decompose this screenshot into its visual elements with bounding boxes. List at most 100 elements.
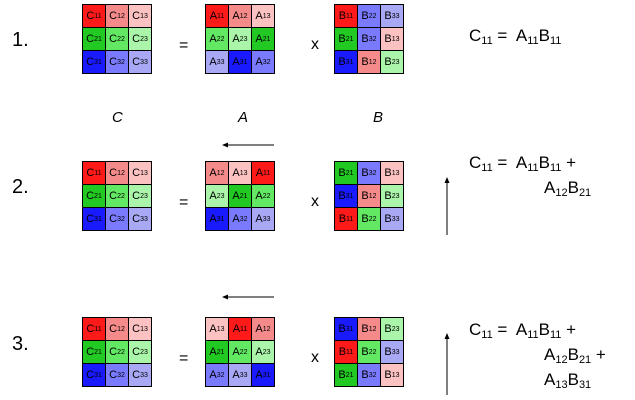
cell-letter: C (86, 322, 95, 335)
matrix-cell: B 13 (381, 28, 403, 50)
cell-index: 11 (94, 12, 102, 20)
cell-letter: B (384, 32, 392, 45)
matrix-a-grid: A 13 A 11 A 12 A 21 A 22 A 23 A 32 A 33 A 31 (205, 317, 275, 387)
cell-index: 21 (262, 35, 271, 43)
equation-a-letter: A (515, 153, 528, 172)
equation-a-letter: A (515, 26, 528, 45)
matrix-cell: B 13 (381, 364, 403, 386)
matrix-cell: A 13 (206, 318, 228, 340)
cell-letter: B (384, 55, 392, 68)
cell-letter: B (384, 345, 392, 358)
cell-index: 13 (239, 169, 248, 177)
cell-index: 12 (368, 192, 377, 200)
equation-equals: = (492, 153, 516, 172)
matrix-cell: A 33 (252, 208, 274, 230)
cell-letter: C (109, 32, 118, 45)
cell-index: 11 (94, 325, 102, 333)
cell-letter: C (109, 9, 118, 22)
cell-letter: C (109, 55, 118, 68)
equation-b-letter: B (567, 370, 579, 389)
cell-letter: B (338, 189, 346, 202)
cell-index: 21 (345, 371, 354, 379)
cell-index: 33 (216, 58, 225, 66)
cell-letter: C (132, 368, 141, 381)
cell-index: 31 (345, 325, 354, 333)
matrix-cell: A 33 (229, 364, 251, 386)
matrix-cell: A 13 (229, 162, 251, 184)
cell-index: 13 (216, 325, 225, 333)
cell-letter: A (255, 189, 263, 202)
cell-index: 12 (368, 325, 377, 333)
cell-index: 21 (345, 169, 354, 177)
cell-index: 33 (391, 215, 400, 223)
cell-index: 13 (391, 371, 400, 379)
multiply-sign: x (311, 349, 319, 366)
cell-index: 23 (140, 35, 148, 43)
cell-letter: B (361, 322, 369, 335)
cell-letter: A (209, 55, 217, 68)
cell-letter: B (384, 368, 392, 381)
cell-letter: C (86, 9, 95, 22)
cell-letter: A (255, 322, 263, 335)
cell-index: 33 (391, 348, 400, 356)
equation-c-letter: C (469, 26, 482, 45)
matrix-cell: B 22 (358, 5, 380, 27)
equals-sign: = (179, 194, 189, 211)
cell-letter: B (384, 212, 392, 225)
matrix-cell: A 32 (252, 51, 274, 73)
equals-sign: = (179, 37, 189, 54)
cell-index: 33 (140, 58, 148, 66)
cell-letter: A (209, 345, 217, 358)
cell-letter: B (361, 32, 369, 45)
matrix-cell: C 21 (83, 28, 105, 50)
cell-index: 31 (94, 215, 102, 223)
cell-index: 12 (262, 325, 271, 333)
equation-line: C11 = A11B11 + (469, 320, 606, 345)
cell-letter: A (209, 32, 217, 45)
cell-index: 11 (217, 12, 225, 20)
cell-letter: B (338, 55, 346, 68)
cell-index: 22 (117, 192, 125, 200)
cell-letter: C (109, 189, 118, 202)
matrix-cell: A 12 (252, 318, 274, 340)
matrix-cell: C 11 (83, 162, 105, 184)
matrix-cell: B 12 (358, 185, 380, 207)
matrix-cell: B 22 (358, 208, 380, 230)
equation-line: A13B31 (469, 370, 606, 395)
matrix-cell: A 12 (206, 162, 228, 184)
cell-letter: B (384, 322, 392, 335)
cell-index: 13 (262, 12, 271, 20)
cell-index: 31 (216, 215, 225, 223)
equation-equals: = (492, 320, 516, 339)
matrix-cell: A 23 (206, 185, 228, 207)
cell-index: 21 (216, 348, 225, 356)
equation-c-letter: C (469, 153, 482, 172)
matrix-cell: A 21 (229, 185, 251, 207)
equation-b-letter: B (538, 26, 550, 45)
matrix-cell: A 31 (206, 208, 228, 230)
matrix-cell: A 11 (252, 162, 274, 184)
equation-plus: + (561, 320, 577, 339)
matrix-label-c: C (112, 109, 123, 126)
cell-index: 22 (368, 215, 377, 223)
equation-c-index: 11 (481, 162, 493, 174)
cell-letter: C (86, 368, 95, 381)
matrix-label-b: B (373, 109, 384, 126)
cell-letter: B (384, 189, 392, 202)
matrix-cell: A 11 (229, 318, 251, 340)
cell-letter: A (255, 9, 263, 22)
cell-index: 23 (391, 58, 400, 66)
cell-letter: B (384, 9, 392, 22)
cell-letter: C (132, 189, 141, 202)
matrix-cell: C 31 (83, 51, 105, 73)
cell-letter: C (132, 345, 141, 358)
cell-letter: A (232, 368, 240, 381)
cell-letter: C (86, 212, 95, 225)
cell-letter: C (86, 55, 95, 68)
cell-index: 11 (346, 348, 354, 356)
cell-index: 23 (239, 35, 248, 43)
equation-line: A12B21 (469, 178, 591, 203)
cell-letter: B (361, 189, 369, 202)
cell-letter: A (255, 368, 263, 381)
cell-index: 31 (345, 58, 354, 66)
